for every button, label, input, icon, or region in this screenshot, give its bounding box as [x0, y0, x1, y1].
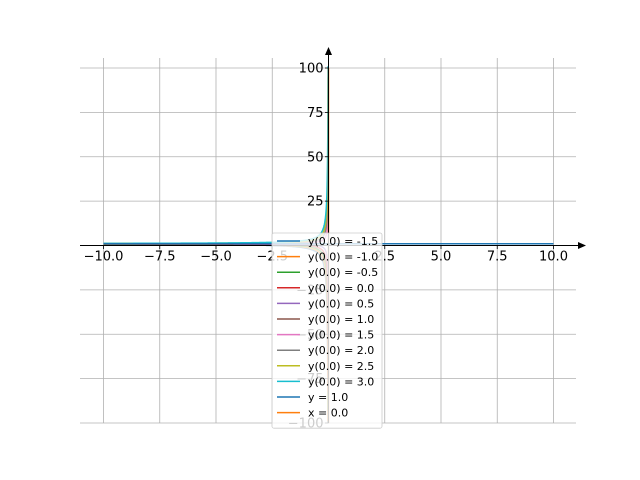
legend-label: y = 1.0 [308, 391, 348, 404]
legend-box [271, 232, 383, 429]
legend-label: y(0.0) = 2.5 [308, 360, 374, 373]
y-tick-label: 100 [299, 62, 324, 77]
legend-label: y(0.0) = 3.0 [308, 375, 374, 388]
x-tick-label: 10.0 [539, 250, 568, 265]
x-tick-label: −10.0 [84, 250, 124, 265]
y-axis-arrow-icon [325, 47, 332, 55]
x-tick-label: 5.0 [431, 250, 452, 265]
legend-label: y(0.0) = -1.0 [308, 251, 378, 264]
x-tick-label: 7.5 [487, 250, 508, 265]
y-tick-label: 25 [307, 195, 324, 210]
x-tick-label: −5.0 [200, 250, 232, 265]
legend-label: y(0.0) = -1.5 [308, 235, 378, 248]
y-tick-label: 75 [307, 106, 324, 121]
legend-label: x = 0.0 [308, 407, 348, 420]
legend: y(0.0) = -1.5 y(0.0) = -1.0 y(0.0) = -0.5 y… [271, 232, 383, 429]
x-axis-arrow-icon [578, 242, 586, 249]
legend-label: y(0.0) = 0.0 [308, 282, 374, 295]
legend-label: y(0.0) = 1.5 [308, 329, 374, 342]
legend-label: y(0.0) = 2.0 [308, 344, 374, 357]
legend-label: y(0.0) = 0.5 [308, 297, 374, 310]
legend-label: y(0.0) = 1.0 [308, 313, 374, 326]
x-tick-label: −7.5 [144, 250, 176, 265]
legend-label: y(0.0) = -0.5 [308, 266, 378, 279]
y-tick-label: 50 [307, 150, 324, 165]
